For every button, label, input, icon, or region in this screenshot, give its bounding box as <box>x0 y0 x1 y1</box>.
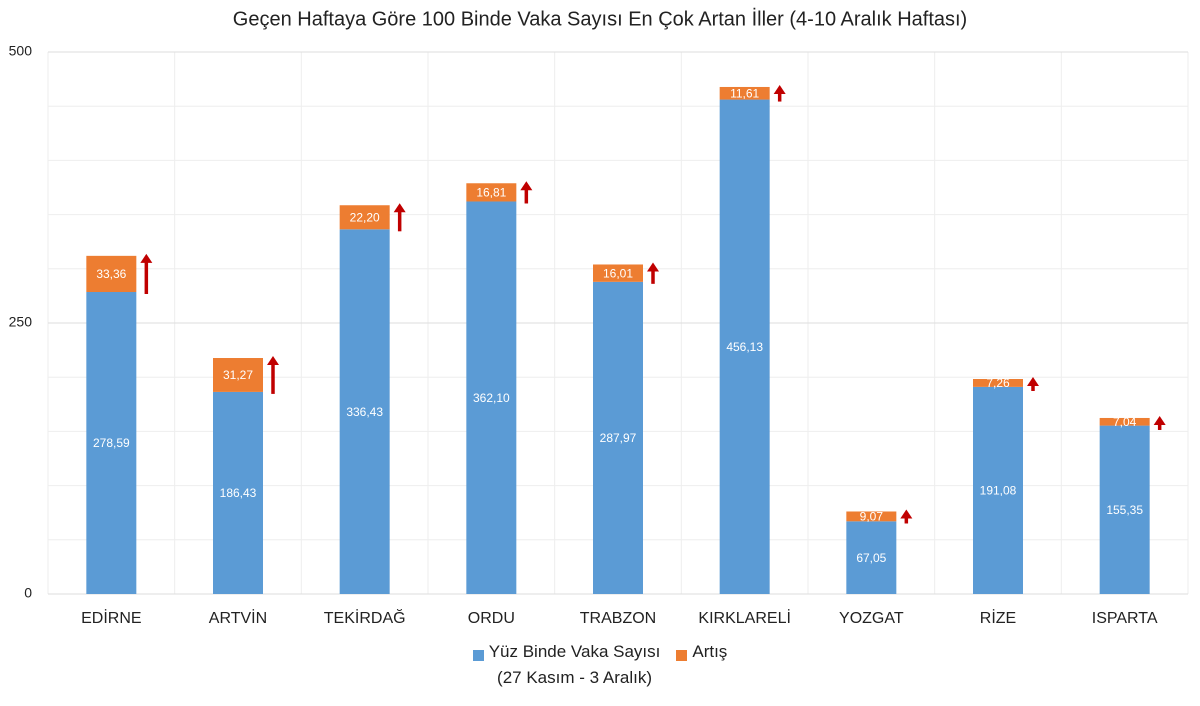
arrow-head <box>1153 415 1166 425</box>
bar-segment <box>213 391 263 594</box>
bar-segment <box>86 255 137 293</box>
legend-item: Artış <box>676 642 727 666</box>
x-tick-label: ISPARTA <box>1092 610 1158 627</box>
bar-segment <box>973 386 1023 594</box>
y-tick-label: 500 <box>9 43 33 59</box>
arrow-head <box>900 509 913 519</box>
data-label: 287,97 <box>600 431 637 445</box>
data-label: 186,43 <box>220 486 257 500</box>
data-label: 456,13 <box>726 340 763 354</box>
data-label: 7,04 <box>1113 415 1137 429</box>
data-label: 191,08 <box>980 484 1017 498</box>
chart: Geçen Haftaya Göre 100 Binde Vaka Sayısı… <box>9 7 1189 627</box>
x-tick-label: KIRKLARELİ <box>698 608 790 627</box>
bar-segment <box>593 281 643 594</box>
legend-label: Artış <box>692 642 728 661</box>
data-label: 7,26 <box>986 376 1010 390</box>
bar-segment <box>719 86 770 100</box>
arrow-head <box>773 84 786 94</box>
data-label: 22,20 <box>350 210 380 224</box>
data-label: 11,61 <box>730 86 759 100</box>
bar-segment <box>86 292 137 594</box>
data-label: 362,10 <box>473 391 510 405</box>
arrow-head <box>140 253 153 263</box>
bar-segment <box>466 183 517 202</box>
arrow-head <box>267 356 279 366</box>
data-label: 16,01 <box>603 266 633 280</box>
x-tick-label: ARTVİN <box>209 608 267 627</box>
bar-segment <box>1099 417 1150 426</box>
arrow-head <box>393 203 406 213</box>
x-tick-label: RİZE <box>980 608 1016 627</box>
y-tick-label: 250 <box>9 314 33 330</box>
bar-segment <box>339 205 390 230</box>
y-tick-label: 0 <box>24 585 32 601</box>
arrow-head <box>1027 376 1039 386</box>
data-label: 31,27 <box>223 368 253 382</box>
bar-segment <box>466 201 517 595</box>
data-label: 155,35 <box>1106 503 1143 517</box>
data-label: 33,36 <box>96 267 126 281</box>
arrow-head <box>520 181 533 191</box>
bar-segment <box>593 264 643 282</box>
bar-segment <box>213 358 263 392</box>
bar-segment <box>1099 425 1150 594</box>
bar-segment <box>846 521 897 594</box>
x-tick-label: EDİRNE <box>81 608 141 627</box>
bar-segment <box>973 378 1023 387</box>
x-tick-label: TEKİRDAĞ <box>324 608 406 627</box>
chart-title: Geçen Haftaya Göre 100 Binde Vaka Sayısı… <box>233 7 967 30</box>
legend-item: Yüz Binde Vaka Sayısı (27 Kasım - 3 Aral… <box>472 642 660 691</box>
x-tick-label: ORDU <box>468 610 515 627</box>
bar-segment <box>719 99 770 594</box>
bar-segment <box>339 229 390 594</box>
legend-label: Yüz Binde Vaka Sayısı (27 Kasım - 3 Aral… <box>488 642 661 687</box>
data-label: 16,81 <box>476 186 506 200</box>
legend: Yüz Binde Vaka Sayısı (27 Kasım - 3 Aral… <box>0 642 1200 691</box>
x-tick-label: TRABZON <box>580 610 656 627</box>
data-label: 9,07 <box>860 510 884 524</box>
bar-segment <box>846 511 897 522</box>
legend-swatch <box>676 650 688 661</box>
data-label: 336,43 <box>346 405 383 419</box>
x-tick-label: YOZGAT <box>839 610 904 627</box>
arrow-head <box>647 262 659 272</box>
data-label: 278,59 <box>93 436 130 450</box>
legend-swatch <box>472 650 484 661</box>
data-label: 67,05 <box>856 551 886 565</box>
